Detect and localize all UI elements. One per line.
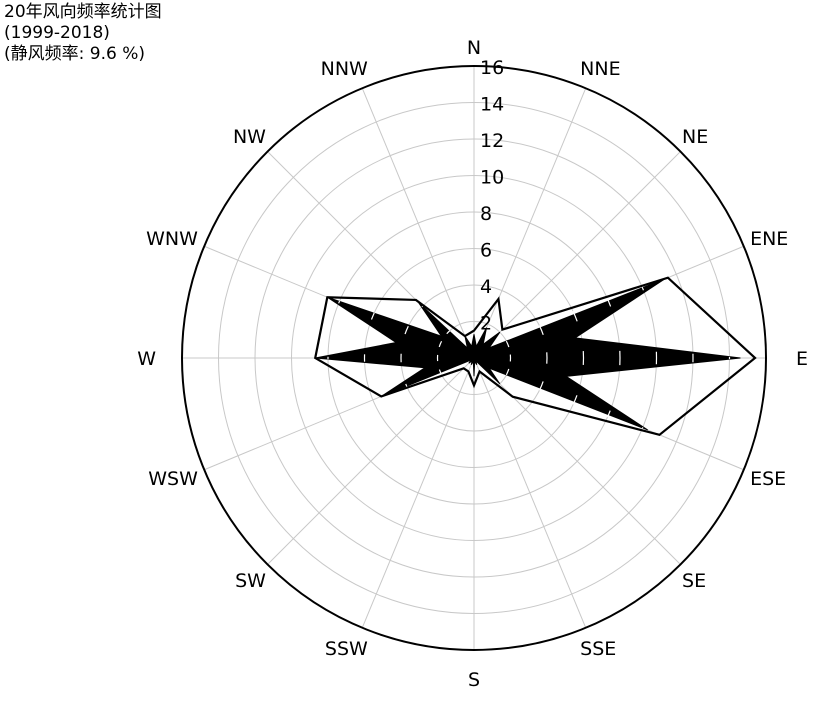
r-tick-label-10: 10	[480, 167, 504, 189]
wedge-arc-NW-2	[446, 330, 451, 335]
outer-circle	[181, 65, 767, 651]
wedge-arc-WNW-8	[338, 300, 341, 304]
direction-label-NNW: NNW	[321, 58, 368, 80]
direction-label-W: W	[137, 348, 156, 370]
wedge-arc-ESE-2	[505, 368, 510, 376]
direction-label-NNE: NNE	[580, 58, 620, 80]
wedge-arc-ENE-4	[538, 325, 544, 336]
wedge-arc-ESE-8	[606, 410, 611, 418]
wedge-arc-WNW-2	[438, 341, 443, 348]
r-tick-label-8: 8	[480, 203, 492, 225]
direction-label-WSW: WSW	[148, 468, 198, 490]
direction-label-WNW: WNW	[146, 228, 198, 250]
chart-title: 20年风向频率统计图	[4, 2, 162, 22]
direction-label-S: S	[468, 669, 480, 691]
direction-label-SW: SW	[235, 570, 266, 592]
outline-series-line	[313, 276, 757, 437]
direction-label-E: E	[796, 348, 808, 370]
direction-labels: N NNE NE ENE E ESE SE SSE S SSW SW WSW W WNW NW NNW	[137, 37, 808, 691]
filled-wedges	[315, 278, 741, 431]
grid-spoke-SSE	[473, 357, 587, 628]
radial-tick-labels: 2 4 6 8 10 12 14 16	[480, 57, 504, 335]
grid-spoke-NE	[473, 151, 681, 359]
direction-label-SSW: SSW	[325, 638, 368, 660]
r-tick-label-4: 4	[480, 276, 492, 298]
outline-polygon	[313, 276, 757, 437]
r-tick-label-14: 14	[480, 94, 504, 116]
r-tick-label-2: 2	[480, 313, 492, 335]
direction-label-NE: NE	[682, 126, 708, 148]
wedge-arc-WNW-4	[404, 325, 409, 335]
wedge-arc-ENE-2	[505, 340, 510, 348]
title-block: 20年风向频率统计图 (1999-2018) (静风频率: 9.6 %)	[4, 2, 162, 65]
wedge-arc-ESE-6	[572, 395, 578, 405]
grid-spoke-SW	[267, 357, 475, 565]
direction-label-SSE: SSE	[580, 638, 616, 660]
grid-spoke-SSW	[361, 357, 475, 628]
r-tick-label-6: 6	[480, 240, 492, 262]
r-tick-label-16: 16	[480, 57, 504, 79]
wedge-arc-WSW-2	[438, 369, 442, 375]
wedge-arc-WNW-6	[370, 312, 375, 320]
direction-label-ESE: ESE	[750, 468, 786, 490]
direction-label-SE: SE	[682, 570, 706, 592]
grid-spoke-NNW	[361, 88, 475, 359]
direction-label-ENE: ENE	[750, 228, 788, 250]
wedge-arc-ENE-6	[572, 310, 578, 322]
direction-label-N: N	[467, 37, 481, 59]
calm-frequency-note: (静风频率: 9.6 %)	[4, 44, 145, 64]
grid-spoke-NNE	[473, 88, 587, 359]
r-tick-label-12: 12	[480, 130, 504, 152]
direction-label-NW: NW	[233, 126, 266, 148]
wedge-arc-ESE-4	[538, 381, 544, 391]
chart-subtitle: (1999-2018)	[4, 23, 110, 43]
